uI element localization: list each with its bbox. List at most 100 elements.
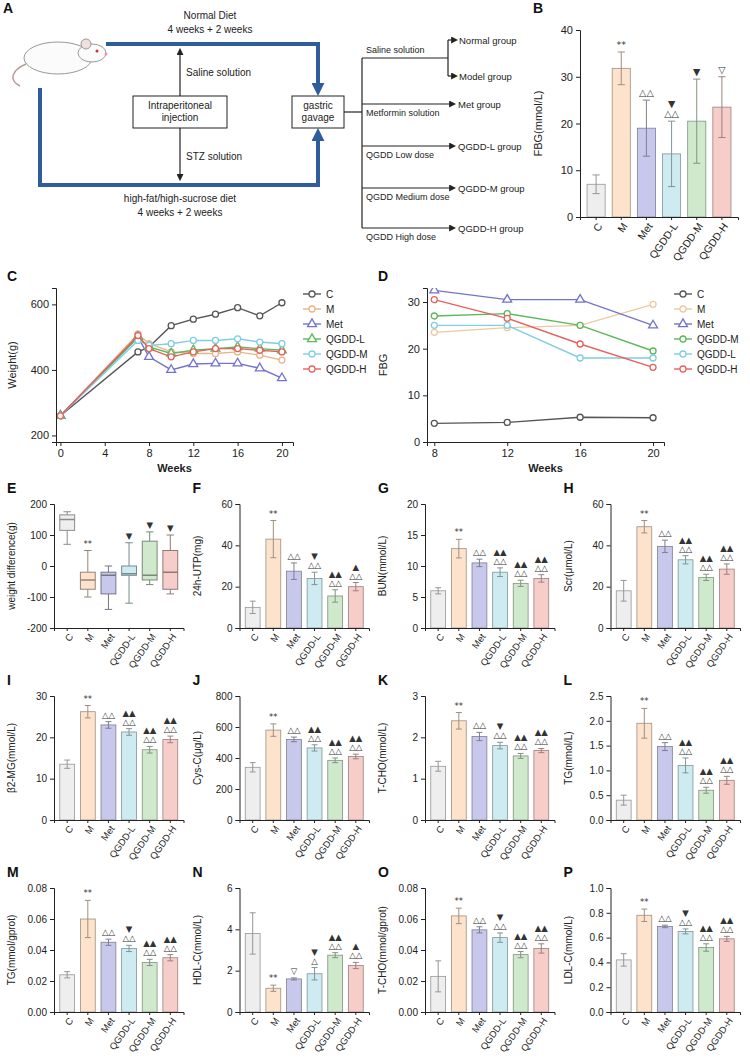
bar — [287, 739, 302, 820]
series-point — [167, 365, 176, 373]
bar — [534, 948, 549, 1012]
legend-marker — [308, 334, 317, 342]
x-tick-label: M — [268, 631, 282, 644]
plot: 010203040CMMetQGDD-LQGDD-MQGDD-HFBG(mmol… — [532, 24, 739, 263]
plot: 01020308121620FBGWeeksCMMetQGDD-MQGDD-LQ… — [377, 285, 739, 474]
group-label: Model group — [459, 71, 512, 82]
significance-mark: △△ — [473, 720, 487, 730]
bar — [637, 723, 652, 820]
y-axis-line — [421, 697, 426, 821]
x-tick-label: M — [268, 1015, 282, 1028]
bar — [719, 569, 734, 628]
x-axis: CMMetQGDD-LQGDD-MQGDD-H — [240, 820, 370, 862]
y-tick-mark — [607, 696, 611, 697]
y-tick-mark — [607, 545, 611, 546]
y-tick: 60 — [592, 499, 610, 510]
y-axis-title: HDL-C(mmol/L) — [192, 915, 203, 985]
y-tick-label: 10 — [36, 773, 48, 784]
x-tick-mark — [706, 628, 707, 631]
x-axis: CMMetQGDD-LQGDD-MQGDD-H — [426, 1012, 556, 1054]
x-tick-label: QGDD-H — [696, 220, 730, 262]
bar — [60, 975, 75, 1012]
error-bar-stem — [726, 776, 727, 784]
x-tick-label: C — [590, 220, 604, 233]
x-tick: Met — [655, 1012, 673, 1035]
marks — [431, 713, 549, 820]
panel: G05101520CMMetQGDD-LQGDD-MQGDD-HBUN(mmol… — [377, 480, 555, 670]
x-tick-mark — [108, 1012, 109, 1015]
series-point — [235, 305, 241, 311]
x-tick: 8 — [146, 442, 152, 459]
series-point — [211, 344, 220, 352]
series-point — [649, 320, 658, 328]
x-tick: QGDD-H — [147, 820, 178, 861]
y-tick-mark — [50, 504, 54, 505]
error-bar-cap — [497, 942, 503, 943]
y-tick: 30 — [36, 691, 54, 702]
y-tick: 0.04 — [399, 945, 425, 956]
x-tick: M — [268, 628, 282, 644]
error-bar-cap — [64, 971, 70, 972]
bar — [122, 732, 137, 820]
error-bar-cap — [668, 186, 675, 187]
x-axis: CMMetQGDD-LQGDD-MQGDD-H — [55, 1012, 185, 1054]
error-bar-cap — [312, 979, 318, 980]
x-tick-mark — [129, 820, 130, 823]
significance-mark: △△ — [658, 913, 672, 923]
error-bar-cap — [291, 579, 297, 580]
error-bar — [456, 908, 462, 924]
y-tick-mark — [423, 302, 427, 303]
x-tick-mark — [314, 820, 315, 823]
y-axis-line — [607, 505, 612, 629]
error-bar-cap — [435, 960, 441, 961]
group-label: Met group — [458, 99, 501, 110]
error-bar-cap — [497, 748, 503, 749]
y-tick-mark — [607, 587, 611, 588]
error-bar-cap — [64, 977, 70, 978]
bus-line — [361, 58, 362, 228]
error-bar — [518, 753, 524, 758]
error-bar-cap — [435, 761, 441, 762]
y-tick: 5 — [412, 592, 425, 603]
error-bar-cap — [662, 540, 668, 541]
bar — [60, 764, 75, 820]
x-tick-label: QGDD-H — [333, 1015, 364, 1053]
plot: 0.000.020.040.060.08CMMetQGDD-LQGDD-MQGD… — [6, 883, 184, 1054]
x-tick: QGDD-H — [518, 820, 549, 861]
series-point — [504, 419, 510, 425]
bar — [245, 767, 260, 820]
box-median — [122, 573, 137, 574]
error-bar-stem — [671, 121, 672, 186]
x-tick-mark — [685, 628, 686, 631]
error-bar — [435, 588, 441, 594]
error-bar-stem — [458, 713, 459, 730]
x-axis: CMMetQGDD-LQGDD-MQGDD-H — [426, 820, 556, 862]
legend-marker — [309, 351, 315, 357]
x-tick: Met — [98, 628, 116, 651]
x-tick-label: 4 — [102, 447, 108, 459]
error-bar-cap — [538, 943, 544, 944]
diagram-text: 4 weeks + 2 weeks — [168, 24, 253, 35]
whisker-cap — [84, 550, 91, 551]
series-point — [135, 333, 141, 339]
panel: I0102030CMMetQGDD-LQGDD-MQGDD-Hβ2-MG(mmo… — [6, 672, 184, 862]
error-bar — [435, 961, 441, 992]
error-bar-cap — [353, 754, 359, 755]
y-axis-line — [50, 889, 55, 1013]
error-bar-stem — [706, 787, 707, 793]
y-tick-mark — [607, 962, 611, 963]
bar — [658, 926, 673, 1012]
bar — [699, 948, 714, 1012]
significance-mark: △△ — [658, 731, 672, 741]
error-bar-cap — [641, 708, 647, 709]
y-tick-mark — [421, 1012, 425, 1013]
y-axis-title: FBG(mmol/L) — [532, 91, 544, 157]
x-tick-mark — [282, 442, 283, 446]
series-line — [60, 339, 281, 416]
error-bar — [105, 939, 111, 945]
box-median — [80, 579, 95, 580]
error-bar-cap — [641, 738, 647, 739]
y-tick-label: 30 — [408, 296, 420, 308]
y-tick-label: 60 — [592, 499, 604, 510]
error-bar-cap — [683, 758, 689, 759]
